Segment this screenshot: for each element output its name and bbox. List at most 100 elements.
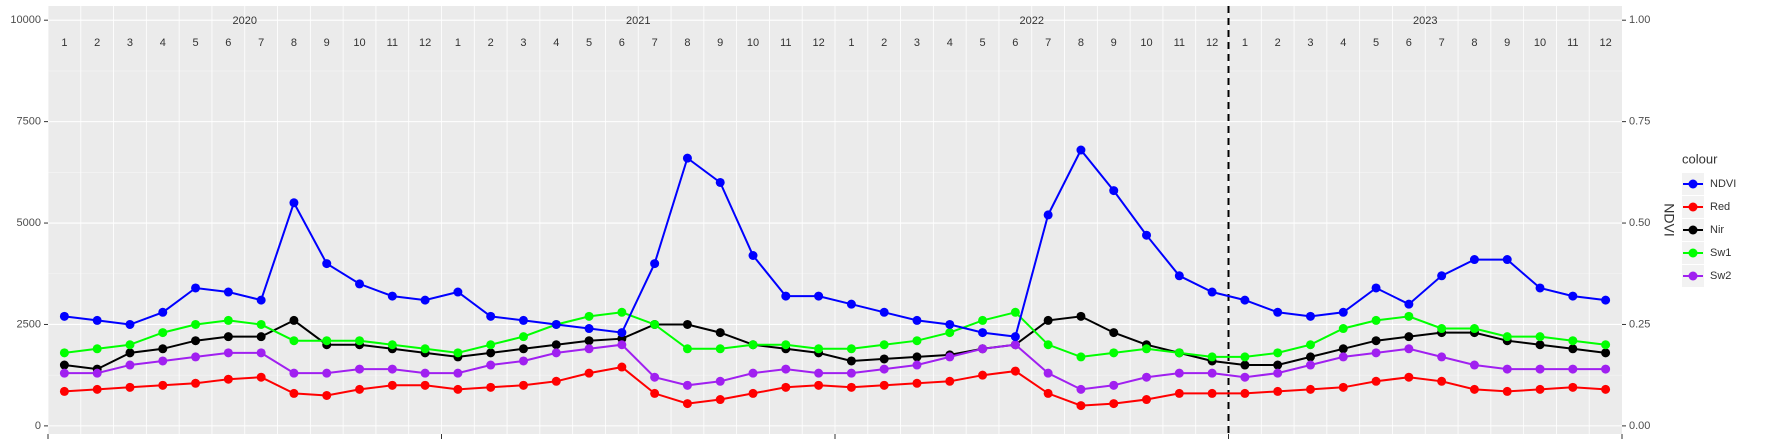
point xyxy=(1437,324,1447,334)
point xyxy=(256,295,266,305)
point xyxy=(1404,372,1414,382)
point xyxy=(59,360,69,370)
y-tick-label: 10000 xyxy=(10,14,41,26)
point xyxy=(518,315,528,325)
y-tick-label: 5000 xyxy=(17,217,41,229)
point xyxy=(551,319,561,329)
point xyxy=(781,291,791,301)
point xyxy=(912,315,922,325)
series-line xyxy=(64,148,1606,338)
point xyxy=(846,299,856,309)
point xyxy=(1273,307,1283,317)
point xyxy=(1109,399,1119,409)
month-label: 10 xyxy=(353,37,365,49)
point xyxy=(814,344,824,354)
point xyxy=(1404,344,1414,354)
point xyxy=(1240,388,1250,398)
point xyxy=(682,319,692,329)
year-label: 2020 xyxy=(233,15,257,27)
point xyxy=(846,344,856,354)
point xyxy=(682,399,692,409)
month-label: 1 xyxy=(455,37,461,49)
point xyxy=(1174,348,1184,358)
point xyxy=(1043,315,1053,325)
point xyxy=(1371,283,1381,293)
point xyxy=(453,384,463,394)
point xyxy=(1076,401,1086,411)
point xyxy=(682,344,692,354)
point xyxy=(1207,368,1217,378)
point xyxy=(223,332,233,342)
point xyxy=(486,340,496,350)
legend-key xyxy=(1688,225,1698,235)
point xyxy=(355,364,365,374)
point xyxy=(125,348,135,358)
point xyxy=(92,315,102,325)
point xyxy=(158,344,168,354)
month-label: 4 xyxy=(947,37,953,49)
point xyxy=(1240,360,1250,370)
month-label: 3 xyxy=(520,37,526,49)
point xyxy=(1568,336,1578,346)
month-label: 6 xyxy=(225,37,231,49)
y2-tick-label: 0.75 xyxy=(1629,116,1650,128)
point xyxy=(158,380,168,390)
point xyxy=(59,386,69,396)
month-label: 5 xyxy=(586,37,592,49)
month-label: 4 xyxy=(160,37,166,49)
legend-key xyxy=(1688,179,1698,189)
point xyxy=(1469,324,1479,334)
point xyxy=(289,388,299,398)
y2-tick-label: 0.00 xyxy=(1629,420,1650,432)
point xyxy=(1338,307,1348,317)
point xyxy=(650,388,660,398)
month-label: 11 xyxy=(387,37,398,49)
month-label: 7 xyxy=(1439,37,1445,49)
point xyxy=(256,319,266,329)
point xyxy=(1404,332,1414,342)
point xyxy=(846,356,856,366)
point xyxy=(617,307,627,317)
point xyxy=(650,259,660,269)
point xyxy=(978,328,988,338)
month-label: 10 xyxy=(747,37,759,49)
month-label: 6 xyxy=(619,37,625,49)
point xyxy=(125,340,135,350)
point xyxy=(1601,340,1611,350)
legend-label: NDVI xyxy=(1710,178,1736,190)
month-label: 7 xyxy=(258,37,264,49)
point xyxy=(1142,372,1152,382)
point xyxy=(1535,283,1545,293)
month-label: 3 xyxy=(127,37,133,49)
point xyxy=(1240,295,1250,305)
point xyxy=(748,368,758,378)
point xyxy=(1273,386,1283,396)
point xyxy=(1043,340,1053,350)
month-label: 1 xyxy=(1242,37,1248,49)
point xyxy=(978,344,988,354)
point xyxy=(1437,376,1447,386)
point xyxy=(322,336,332,346)
point xyxy=(1469,255,1479,265)
point xyxy=(584,336,594,346)
point xyxy=(92,368,102,378)
point xyxy=(1010,340,1020,350)
month-label: 5 xyxy=(193,37,199,49)
y2-tick-label: 1.00 xyxy=(1629,14,1650,26)
month-label: 12 xyxy=(419,37,431,49)
point xyxy=(453,368,463,378)
point xyxy=(1568,364,1578,374)
month-label: 5 xyxy=(980,37,986,49)
point xyxy=(191,378,201,388)
point xyxy=(846,382,856,392)
point xyxy=(1404,299,1414,309)
year-label: 2023 xyxy=(1413,15,1437,27)
point xyxy=(748,388,758,398)
point xyxy=(781,340,791,350)
point xyxy=(1273,348,1283,358)
month-label: 8 xyxy=(291,37,297,49)
point xyxy=(125,360,135,370)
point xyxy=(1076,145,1086,155)
point xyxy=(518,356,528,366)
point xyxy=(1174,271,1184,281)
